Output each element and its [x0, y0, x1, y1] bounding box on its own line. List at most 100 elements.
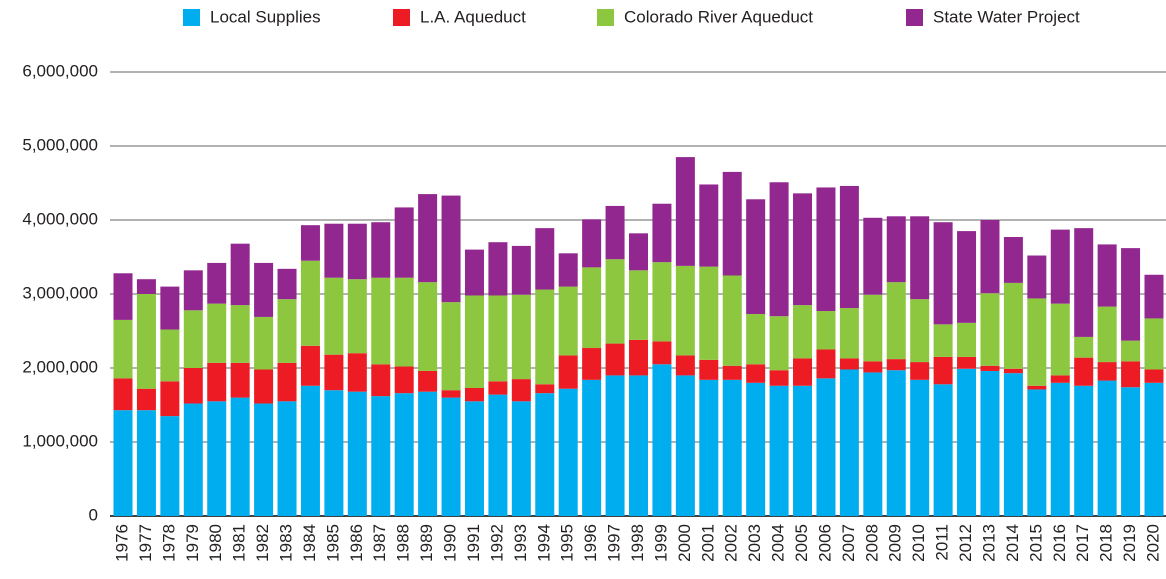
bar-segment: [511, 245, 531, 295]
bar-segment: [1050, 303, 1070, 376]
bar-segment: [746, 313, 766, 365]
x-tick-label: 2018: [1097, 524, 1116, 562]
x-tick-label: 1977: [136, 524, 155, 562]
bar-segment: [605, 259, 625, 344]
bar-segment: [511, 379, 531, 402]
bar-segment: [324, 354, 344, 391]
bar-segment: [535, 384, 555, 394]
x-tick-label: 1985: [323, 524, 342, 562]
bar-segment: [347, 391, 367, 516]
x-tick-label: 1981: [230, 524, 249, 562]
bar-segment: [1074, 228, 1094, 337]
x-tick-label: 1978: [159, 524, 178, 562]
bar-segment: [980, 365, 1000, 371]
bar-segment: [839, 308, 859, 359]
bar-segment: [277, 299, 297, 363]
bar-segment: [230, 397, 250, 516]
bar-segment: [300, 345, 320, 386]
bar-segment: [488, 295, 508, 382]
x-tick-label: 2006: [815, 524, 834, 562]
bar-segment: [160, 381, 180, 417]
bar-segment: [183, 403, 203, 516]
bar-segment: [910, 299, 930, 363]
bar-segment: [793, 385, 813, 516]
bar-segment: [605, 205, 625, 260]
bar-segment: [418, 391, 438, 516]
bar-segment: [254, 403, 274, 516]
bar-segment: [605, 343, 625, 376]
bar-segment: [629, 233, 648, 271]
x-tick-label: 1979: [183, 524, 202, 562]
bar-segment: [441, 390, 461, 398]
bar-segment: [675, 355, 695, 376]
x-tick-label: 2020: [1143, 524, 1162, 562]
x-tick-label: 2011: [933, 524, 952, 561]
bar-segment: [277, 401, 297, 516]
x-tick-label: 2007: [839, 524, 858, 562]
bar-segment: [558, 355, 578, 389]
x-tick-label: 1980: [206, 524, 225, 562]
bar-segment: [699, 379, 719, 516]
legend-label: State Water Project: [933, 7, 1080, 26]
bar-segment: [1050, 375, 1070, 383]
x-tick-label: 2019: [1120, 524, 1139, 562]
bar-segment: [582, 379, 602, 516]
y-tick-label: 3,000,000: [22, 283, 98, 302]
bar-segment: [746, 199, 766, 314]
bar-segment: [886, 359, 906, 371]
bar-segment: [1121, 361, 1141, 388]
bar-segment: [511, 401, 531, 516]
bar-segment: [230, 243, 250, 306]
bar-segment: [980, 293, 1000, 366]
bar-segment: [418, 282, 438, 371]
bar-segment: [488, 242, 508, 296]
bar-segment: [464, 401, 484, 516]
x-tick-label: 2015: [1026, 524, 1045, 562]
bar-segment: [1097, 362, 1117, 381]
x-tick-label: 1994: [534, 524, 553, 562]
bar-segment: [1097, 244, 1117, 307]
bar-segment: [652, 341, 672, 365]
x-tick-label: 2000: [675, 524, 694, 562]
y-tick-label: 6,000,000: [22, 61, 98, 80]
legend-swatch: [906, 9, 923, 26]
bar-segment: [1144, 274, 1164, 319]
bar-segment: [957, 231, 977, 323]
bar-segment: [886, 216, 906, 283]
bar-segment: [699, 184, 719, 267]
bar-segment: [160, 416, 180, 516]
bar-segment: [910, 216, 930, 300]
bar-segment: [769, 182, 789, 317]
bar-segment: [207, 262, 227, 304]
bar-segment: [113, 410, 133, 516]
bar-segment: [910, 362, 930, 380]
x-tick-label: 2009: [886, 524, 905, 562]
x-tick-label: 1998: [628, 524, 647, 562]
bar-segment: [371, 277, 391, 365]
x-tick-label: 2002: [722, 524, 741, 562]
x-tick-label: 2008: [862, 524, 881, 562]
bar-segment: [1074, 336, 1094, 358]
x-tick-label: 2004: [769, 524, 788, 562]
bar-segment: [441, 397, 461, 516]
x-tick-label: 1983: [277, 524, 296, 562]
bar-segment: [488, 381, 508, 395]
bar-segment: [535, 228, 555, 290]
bar-segment: [1027, 255, 1047, 299]
bar-segment: [1050, 382, 1070, 516]
bar-segment: [699, 266, 719, 360]
bar-segment: [324, 277, 344, 355]
bar-segment: [488, 394, 508, 516]
bar-segment: [1121, 248, 1141, 341]
y-tick-label: 0: [89, 505, 98, 524]
bar-segment: [300, 260, 320, 346]
y-tick-label: 4,000,000: [22, 209, 98, 228]
bar-segment: [1003, 373, 1023, 516]
bar-segment: [793, 358, 813, 386]
bar-segment: [511, 294, 531, 380]
bar-segment: [769, 385, 789, 516]
x-tick-label: 2017: [1073, 524, 1092, 562]
x-tick-label: 2013: [979, 524, 998, 562]
legend-swatch: [393, 9, 410, 26]
bar-segment: [300, 385, 320, 516]
